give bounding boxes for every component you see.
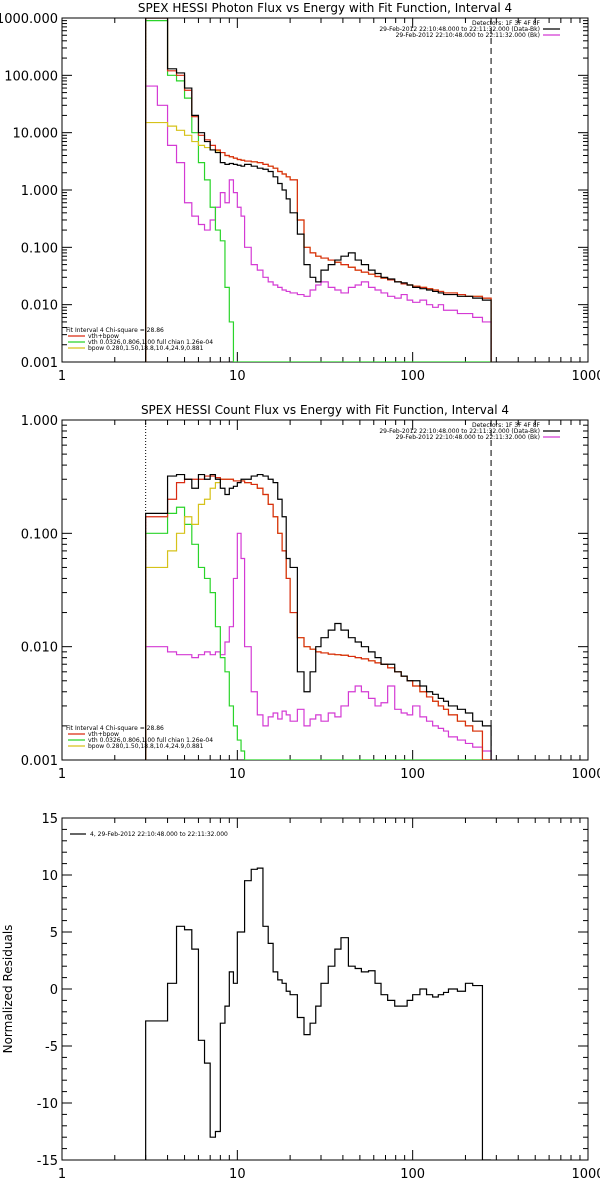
series-line-vth-bpow	[145, 475, 492, 760]
x-tick-label: 1000	[571, 369, 600, 384]
y-tick-label: 5	[50, 926, 58, 941]
series-line-bpow	[145, 121, 492, 362]
legend-bottom-entry: Fit Interval 4 Chi-square = 28.86	[66, 327, 164, 334]
plot-frame	[61, 817, 589, 1161]
x-tick-label: 1000	[571, 767, 600, 782]
series-line-bk	[145, 85, 492, 362]
legend-top-entry: 29-Feb-2012 22:10:48.000 to 22:11:32.000…	[396, 32, 540, 39]
series-line-residuals	[145, 867, 492, 1160]
y-tick-label: 10.000	[13, 127, 59, 142]
x-tick-label: 100	[400, 767, 425, 782]
y-tick-label: -10	[37, 1097, 58, 1112]
x-tick-label: 100	[400, 369, 425, 384]
legend-top-entry: 29-Feb-2012 22:10:48.000 to 22:11:32.000…	[379, 428, 540, 435]
y-tick-label: 1000.000	[0, 12, 58, 27]
x-tick-label: 1	[58, 1167, 66, 1182]
x-tick-label: 1	[58, 369, 66, 384]
plot-frame	[61, 17, 589, 363]
x-tick-label: 10	[229, 369, 246, 384]
series-line-data-bk	[145, 18, 492, 362]
x-tick-label: 10	[229, 767, 246, 782]
x-tick-label: 10	[229, 1167, 246, 1182]
chart-title: SPEX HESSI Photon Flux vs Energy with Fi…	[138, 1, 512, 15]
series-line-vth	[145, 506, 492, 760]
y-tick-label: 0.001	[21, 754, 58, 769]
series-line-vth-bpow	[145, 18, 492, 362]
y-tick-label: 0.100	[21, 527, 58, 542]
y-tick-label: -5	[45, 1040, 58, 1055]
x-tick-label: 1	[58, 767, 66, 782]
legend-bottom-entry: vth 0.0326,0.806,1.00 full chian 1.26e-0…	[88, 737, 213, 744]
y-tick-label: 10	[41, 869, 58, 884]
y-tick-label: 0	[50, 983, 58, 998]
legend-bottom-entry: bpow 0.280,1.50,18.8,10.4,24.9,0.881	[88, 743, 204, 750]
legend-bottom-entry: bpow 0.280,1.50,18.8,10.4,24.9,0.881	[88, 345, 204, 352]
series-line-bpow	[145, 478, 492, 760]
legend-top-entry: 29-Feb-2012 22:10:48.000 to 22:11:32.000…	[396, 434, 540, 441]
x-tick-label: 1000	[571, 1167, 600, 1182]
y-axis-label: Normalized Residuals	[1, 925, 15, 1054]
y-tick-label: 1.000	[21, 414, 58, 429]
y-tick-label: 100.000	[4, 69, 58, 84]
legend-bottom-entry: Fit Interval 4 Chi-square = 28.86	[66, 725, 164, 732]
y-tick-label: -15	[37, 1154, 58, 1169]
chart-title: SPEX HESSI Count Flux vs Energy with Fit…	[141, 403, 509, 417]
legend-bottom-entry: vth+bpow	[88, 333, 119, 340]
legend-bottom-entry: vth 0.0326,0.806,1.00 full chian 1.26e-0…	[88, 339, 213, 346]
legend-bottom-entry: vth+bpow	[88, 731, 119, 738]
legend-top-entry: Detectors: 1F 3F 4F 8F	[472, 422, 541, 429]
y-tick-label: 1.000	[21, 184, 58, 199]
series-line-data-bk	[145, 473, 492, 760]
x-tick-label: 100	[400, 1167, 425, 1182]
legend-top-entry: Detectors: 1F 3F 4F 8F	[472, 20, 541, 27]
plot-frame	[61, 419, 589, 761]
legend-entry: 4, 29-Feb-2012 22:10:48.000 to 22:11:32.…	[90, 831, 228, 838]
y-tick-label: 0.010	[21, 641, 58, 656]
y-tick-label: 15	[41, 812, 58, 827]
y-tick-label: 0.001	[21, 356, 58, 371]
legend-top-entry: 29-Feb-2012 22:10:48.000 to 22:11:32.000…	[379, 26, 540, 33]
y-tick-label: 0.100	[21, 241, 58, 256]
y-tick-label: 0.010	[21, 299, 58, 314]
series-line-vth	[145, 20, 492, 362]
